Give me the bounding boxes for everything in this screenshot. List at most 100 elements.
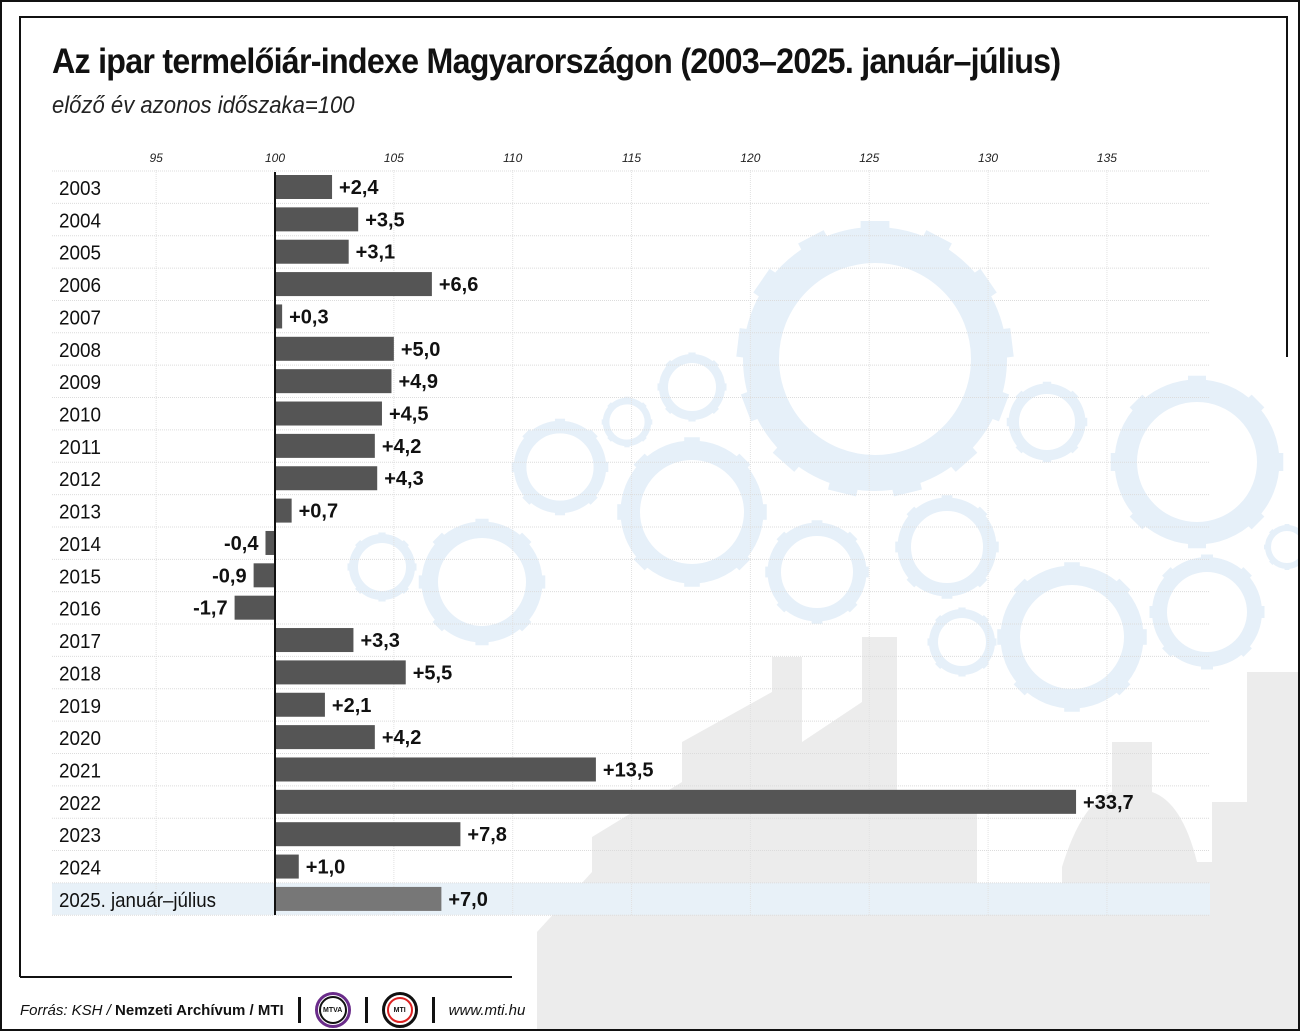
gear-icon [511, 418, 609, 516]
website: www.mti.hu [448, 1001, 526, 1019]
category-label: 2005 [59, 243, 101, 265]
category-label: 2012 [59, 469, 101, 491]
gear-icon [765, 520, 869, 624]
category-label: 2023 [59, 825, 101, 847]
gear-ring [1000, 565, 1144, 709]
bar [275, 401, 382, 426]
source-bold: Nemzeti Archívum / MTI [115, 1001, 284, 1019]
category-label: 2007 [59, 307, 101, 329]
gear-ring [743, 227, 1007, 491]
data-label: -0,4 [224, 533, 259, 555]
gear-icon [1110, 375, 1284, 549]
data-label: +7,0 [448, 889, 487, 911]
data-label: +13,5 [603, 759, 654, 781]
gear-icon [1264, 524, 1298, 570]
category-label: 2014 [59, 534, 101, 556]
category-label: 2018 [59, 663, 101, 685]
category-label: 2009 [59, 372, 101, 394]
x-tick-label: 110 [503, 151, 522, 165]
highlight-row [52, 882, 1210, 915]
data-label: +2,4 [339, 177, 379, 199]
category-label: 2010 [59, 405, 101, 427]
data-label: +2,1 [332, 695, 371, 717]
data-label: +0,7 [299, 501, 338, 523]
x-tick-label: 125 [859, 151, 879, 165]
bar [275, 336, 394, 361]
gear-ring [1114, 379, 1280, 545]
bar [275, 207, 359, 232]
bar [275, 433, 375, 458]
data-label: +3,5 [365, 209, 404, 231]
category-label: 2020 [59, 728, 101, 750]
x-tick-label: 115 [622, 151, 641, 165]
data-label: +6,6 [439, 274, 478, 296]
data-label: +3,3 [360, 630, 399, 652]
bar [275, 304, 283, 329]
bar [275, 272, 432, 297]
data-label: -0,9 [212, 565, 246, 587]
source: Forrás: KSH / Nemzeti Archívum / MTI [20, 1002, 284, 1019]
category-label: 2022 [59, 793, 101, 815]
footer: Forrás: KSH / Nemzeti Archívum / MTI MTV… [20, 992, 525, 1028]
x-tick-label: 135 [1097, 151, 1117, 165]
gear-ring [421, 521, 543, 643]
gear-icon [418, 518, 546, 646]
bar [265, 530, 275, 555]
chart-subtitle: előző év azonos időszaka=100 [52, 92, 355, 119]
bar [234, 595, 275, 620]
category-label: 2015 [59, 566, 101, 588]
bar [275, 628, 354, 653]
gear-ring [513, 420, 607, 514]
category-label: 2016 [59, 599, 101, 621]
category-label: 2003 [59, 178, 101, 200]
bar [275, 757, 596, 782]
frame-lines [19, 16, 1288, 978]
data-label: +3,1 [356, 242, 395, 264]
mti-logo: MTI [381, 992, 418, 1028]
gear-icon [657, 352, 727, 422]
x-tick-label: 100 [265, 151, 285, 165]
data-label: +4,3 [384, 468, 423, 490]
category-label: 2017 [59, 631, 101, 653]
data-label: +33,7 [1083, 792, 1134, 814]
bar [253, 563, 275, 588]
bar [275, 498, 292, 523]
data-label: +5,0 [401, 339, 440, 361]
data-label: -1,7 [193, 598, 227, 620]
bar [275, 239, 349, 264]
bar [275, 725, 375, 750]
bar [275, 369, 392, 394]
gear-icon [997, 562, 1147, 712]
x-tick-label: 95 [149, 151, 163, 165]
gear-ring [1008, 383, 1086, 461]
bar [275, 175, 333, 199]
category-label: 2006 [59, 275, 101, 297]
category-label: 2004 [59, 210, 101, 232]
bar [275, 660, 406, 685]
data-label: +4,2 [382, 727, 421, 749]
gear-ring [1265, 525, 1298, 569]
gear-icon [895, 495, 999, 599]
bar [275, 822, 461, 847]
gear-icon [617, 437, 767, 587]
mtva-logo-text: MTVA [318, 996, 347, 1024]
gear-ring [897, 497, 997, 597]
gear-ring [1152, 557, 1262, 667]
chart-title: Az ipar termelőiár-indexe Magyarországon… [52, 42, 1061, 81]
frame-line [19, 16, 1288, 977]
category-label: 2021 [59, 760, 101, 782]
background-illustration [347, 221, 1298, 1029]
gear-icon [347, 532, 417, 602]
gear-ring [602, 397, 652, 447]
bar [275, 789, 1077, 814]
data-label: +0,3 [289, 306, 328, 328]
gear-ring [659, 354, 725, 420]
data-label: +4,5 [389, 404, 428, 426]
gear-icon [601, 396, 653, 448]
source-prefix: Forrás: KSH / [20, 1001, 116, 1019]
data-label: +7,8 [467, 824, 506, 846]
separator [297, 997, 301, 1023]
bar [275, 692, 325, 717]
